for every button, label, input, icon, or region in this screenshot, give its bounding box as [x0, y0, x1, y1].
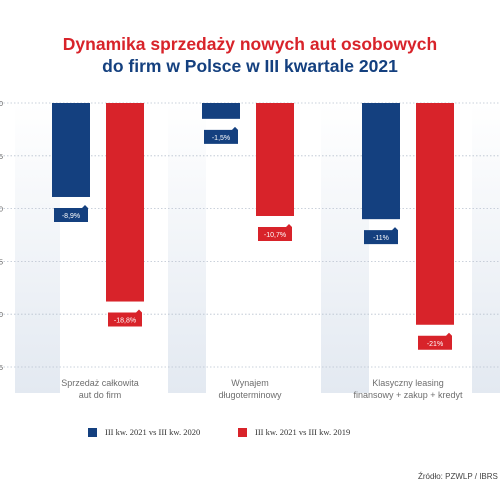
source-note: Źródło: PZWLP / IBRS: [418, 472, 498, 481]
value-label: -8,9%: [62, 213, 80, 220]
background-stripe: [472, 103, 500, 393]
category-label: Klasyczny leasing: [372, 378, 444, 388]
value-label-tag: [204, 126, 238, 144]
legend-item-2020: III kw. 2021 vs III kw. 2020: [88, 425, 200, 439]
bar: [256, 103, 294, 216]
value-label-tag: [108, 309, 142, 327]
value-label-tag: [364, 227, 398, 245]
value-label-tag: [258, 223, 292, 241]
y-tick-label: 25: [0, 363, 3, 372]
bar: [106, 103, 144, 302]
category-label: finansowy + zakup + kredyt: [353, 390, 463, 400]
value-label: -18,8%: [114, 318, 136, 325]
background-stripe: [168, 103, 206, 393]
y-tick-label: 20: [0, 310, 3, 319]
legend-item-2019: III kw. 2021 vs III kw. 2019: [238, 425, 350, 439]
value-label-tag: [54, 204, 88, 222]
category-label: aut do firm: [79, 390, 122, 400]
bar: [416, 103, 454, 325]
legend-label-2020: III kw. 2021 vs III kw. 2020: [105, 427, 201, 437]
category-label: długoterminowy: [218, 390, 282, 400]
legend-swatch-2019: [238, 427, 247, 437]
background-stripe: [321, 103, 369, 393]
category-label: Sprzedaż całkowita: [61, 378, 139, 388]
value-label: -11%: [373, 235, 389, 242]
y-tick-label: 10: [0, 205, 3, 214]
value-label: -21%: [427, 341, 443, 348]
legend-label-2019: III kw. 2021 vs III kw. 2019: [255, 427, 351, 437]
category-label: Wynajem: [231, 378, 268, 388]
value-label: -1,5%: [212, 135, 230, 142]
y-tick-label: 5: [0, 152, 3, 161]
value-label: -10,7%: [264, 232, 286, 239]
value-label-tag: [418, 332, 452, 350]
chart-title-line2: do firm w Polsce w III kwartale 2021: [102, 56, 398, 76]
y-tick-label: 0: [0, 99, 3, 108]
legend-swatch-2020: [88, 427, 97, 437]
chart-title-line1: Dynamika sprzedaży nowych aut osobowych: [62, 34, 438, 54]
bar: [52, 103, 90, 197]
bar: [362, 103, 400, 220]
bar: [202, 103, 240, 119]
y-tick-label: 15: [0, 257, 3, 266]
